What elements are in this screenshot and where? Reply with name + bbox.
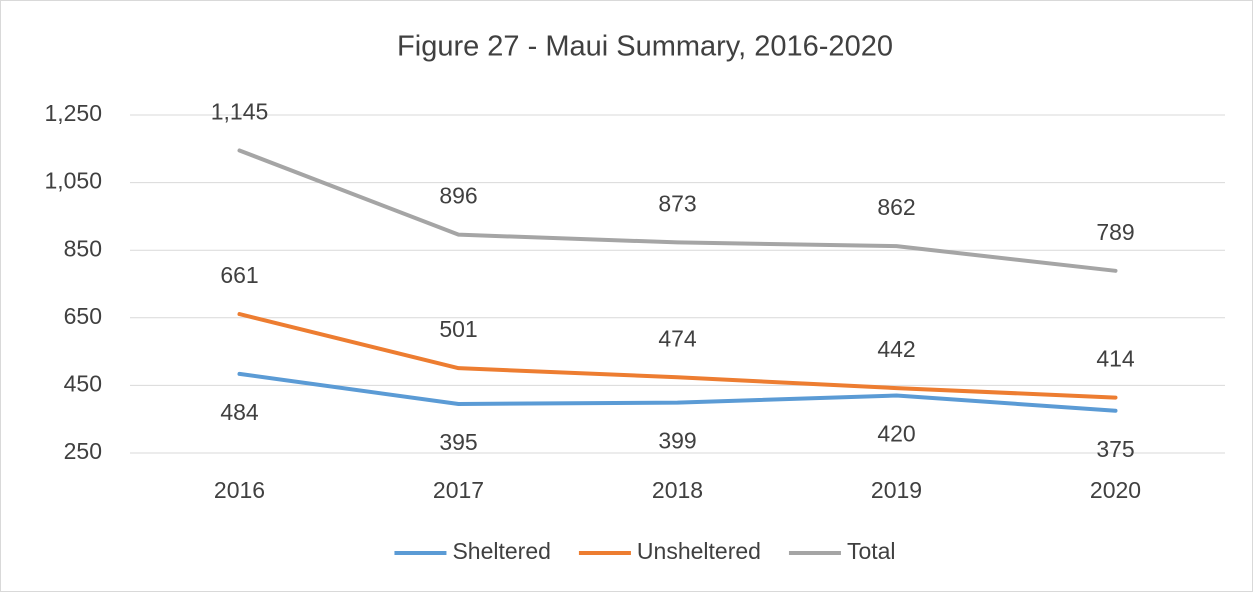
x-tick-label: 2020 — [1090, 477, 1141, 503]
data-label: 789 — [1096, 219, 1134, 245]
y-tick-label: 1,250 — [44, 100, 102, 126]
legend-label: Unsheltered — [637, 538, 761, 564]
chart-title: Figure 27 - Maui Summary, 2016-2020 — [397, 31, 893, 63]
data-label: 375 — [1096, 436, 1134, 462]
data-label: 661 — [220, 262, 258, 288]
y-tick-label: 450 — [64, 370, 102, 396]
data-label: 873 — [658, 191, 696, 217]
series-line — [237, 312, 1118, 400]
x-tick-label: 2016 — [214, 477, 265, 503]
y-tick-label: 850 — [64, 235, 102, 261]
data-label: 395 — [439, 429, 477, 455]
series-line — [237, 371, 1118, 413]
data-label: 442 — [877, 336, 915, 362]
y-tick-label: 650 — [64, 303, 102, 329]
data-label: 1,145 — [211, 99, 269, 125]
legend-label: Total — [847, 538, 896, 564]
y-tick-label: 250 — [64, 438, 102, 464]
legend-label: Sheltered — [452, 538, 550, 564]
x-tick-label: 2017 — [433, 477, 484, 503]
data-label: 896 — [439, 183, 477, 209]
data-label: 484 — [220, 399, 259, 425]
x-tick-label: 2018 — [652, 477, 703, 503]
series-line — [237, 148, 1118, 273]
x-tick-label: 2019 — [871, 477, 922, 503]
data-label: 399 — [658, 428, 696, 454]
data-label: 501 — [439, 316, 477, 342]
data-label: 420 — [877, 421, 915, 447]
data-label: 862 — [877, 194, 915, 220]
data-label: 414 — [1096, 346, 1135, 372]
y-tick-label: 1,050 — [44, 168, 102, 194]
data-label: 474 — [658, 325, 697, 351]
